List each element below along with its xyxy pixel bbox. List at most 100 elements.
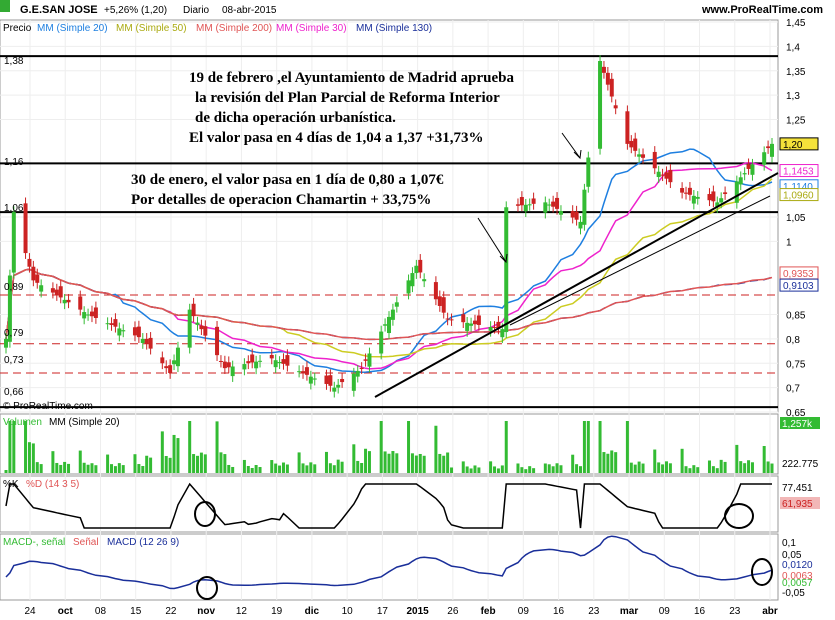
date-tick: 12 (236, 606, 248, 617)
stoch-k-line (5, 482, 772, 529)
date-tick: abr (762, 606, 778, 617)
price-badge-label: 1,1453 (783, 167, 814, 178)
macd-panel-frame (0, 533, 779, 601)
volume-bar (227, 464, 231, 473)
legend-stoch-d: %D (14 3 5) (26, 479, 79, 490)
candle-body (578, 221, 583, 229)
candle-body (301, 371, 306, 373)
circle-macd-apr (751, 558, 773, 586)
date-tick: 2015 (406, 606, 429, 617)
price-badge (779, 188, 819, 202)
price-change: +5,26% (1,20) (104, 5, 167, 16)
candle-body (215, 326, 220, 356)
volume-bar (598, 421, 602, 473)
volume-bar (328, 463, 332, 473)
volume-bar (274, 463, 278, 473)
volume-bar (524, 469, 528, 473)
volume-bar (661, 464, 665, 473)
volume-bar (360, 462, 364, 473)
volume-bar (203, 454, 207, 473)
volume-bar (422, 455, 426, 473)
candle-body (175, 347, 180, 367)
candle-body (250, 354, 255, 363)
volume-bar (254, 465, 258, 473)
candle-body (410, 273, 415, 287)
candle-body (668, 169, 673, 183)
candle-body (105, 323, 110, 325)
macd-tick-0-1: 0,1 (782, 538, 796, 549)
candle-body (582, 189, 587, 225)
volume-bar (496, 468, 500, 473)
legend-volume-mm: MM (Simple 20) (49, 417, 120, 428)
candle-body (570, 211, 575, 218)
volume-bar (258, 467, 262, 473)
legend-macd-signal: Señal (73, 537, 99, 548)
volume-bar (281, 462, 285, 473)
candle-body (140, 338, 145, 343)
date-tick: 23 (588, 606, 600, 617)
volume-bar (160, 431, 164, 473)
annotation-february: 19 de febrero ,el Ayuntamiento de Madrid… (189, 70, 514, 146)
candle-body (707, 194, 712, 201)
volume-bar (579, 466, 582, 473)
volume-bar (750, 462, 754, 473)
candle-body (281, 359, 286, 364)
legend-mm130: MM (Simple 130) (356, 23, 432, 34)
volume-bar (582, 421, 586, 473)
candle-body (742, 173, 747, 175)
macd-axis: 0,1 0,05 0,0120 0,0063 0,0057 -0,05 (782, 538, 813, 599)
candle-body (629, 140, 634, 148)
volume-bar (356, 460, 360, 473)
stoch-d-badge (780, 497, 820, 509)
date-tick: 16 (694, 606, 706, 617)
candle-body (555, 197, 560, 209)
candle-body (113, 319, 118, 327)
candle-body (93, 307, 98, 318)
candle-body (605, 72, 610, 85)
candle-body (390, 309, 395, 320)
candle-body (738, 177, 743, 185)
level-label-1-06: 1,06 (4, 203, 24, 214)
candle-body (4, 338, 8, 348)
period-label: Diario (183, 5, 210, 16)
volume-bar (723, 461, 727, 473)
volume-bar (297, 452, 301, 473)
candle-body (136, 326, 141, 338)
candle-body (172, 360, 177, 365)
candle-body (27, 258, 32, 267)
stochastic-lines (5, 482, 772, 529)
volume-bar (715, 468, 719, 473)
volume-bar (192, 454, 196, 473)
volume-bar (172, 434, 176, 473)
candle-body (304, 367, 309, 375)
volume-bar (657, 462, 661, 473)
annotation-feb-line2: la revisión del Plan Parcial de Reforma … (195, 90, 500, 106)
volume-bar (215, 421, 219, 473)
volume-bar (67, 463, 71, 473)
candle-body (121, 330, 126, 332)
candle-body (164, 366, 169, 369)
price-tick: 0,8 (786, 335, 800, 346)
candle-body (328, 375, 333, 386)
volume-bar (383, 451, 387, 473)
volume-bar (133, 454, 137, 473)
annotation-feb-line3: de dicha operación urbanística. (195, 110, 396, 126)
volume-bar (55, 462, 59, 473)
price-badge-label: 1,20 (783, 140, 803, 151)
volume-bar (653, 449, 657, 473)
candle-body (31, 266, 36, 281)
date-tick: 23 (729, 606, 741, 617)
price-badge-label: 0,9353 (783, 269, 814, 280)
candle-body (387, 316, 391, 334)
candle-body (719, 198, 724, 203)
candle-body (598, 61, 603, 149)
volume-bar (442, 455, 446, 473)
candle-body (222, 361, 227, 369)
volume-bar (586, 421, 590, 473)
date-tick: oct (58, 606, 74, 617)
volume-bar (39, 464, 43, 473)
site-url[interactable]: www.ProRealTime.com (701, 4, 823, 16)
volume-bar (313, 464, 317, 473)
price-tick: 1 (786, 237, 792, 248)
candle-body (351, 373, 356, 391)
